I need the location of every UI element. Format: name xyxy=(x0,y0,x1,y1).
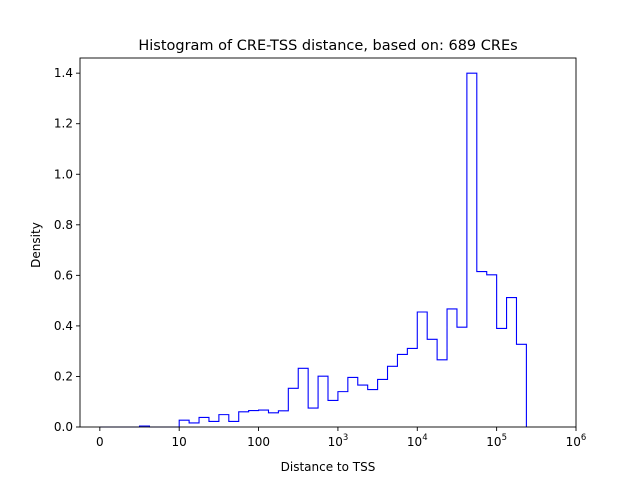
y-tick-label: 0.8 xyxy=(54,218,73,232)
y-tick-label: 0.6 xyxy=(54,268,73,282)
y-tick-label: 1.0 xyxy=(54,167,73,181)
x-tick-label: 103 xyxy=(328,433,349,449)
x-axis-ticks: 0 10 100 103 104 105 106 xyxy=(96,427,586,449)
y-tick-label: 0.4 xyxy=(54,319,73,333)
x-axis-label: Distance to TSS xyxy=(281,460,376,474)
y-axis-label: Density xyxy=(29,222,43,268)
histogram-step-line xyxy=(99,72,527,428)
y-tick-label: 1.4 xyxy=(54,66,73,80)
x-tick-label: 104 xyxy=(407,433,428,449)
chart-title: Histogram of CRE-TSS distance, based on:… xyxy=(138,38,517,54)
x-tick-label: 105 xyxy=(486,433,507,449)
y-axis-ticks: 0.0 0.2 0.4 0.6 0.8 1.0 1.2 1.4 xyxy=(54,66,80,434)
y-tick-label: 1.2 xyxy=(54,117,73,131)
x-tick-label: 0 xyxy=(96,435,104,449)
y-tick-label: 0.0 xyxy=(54,420,73,434)
plot-area xyxy=(79,57,577,428)
x-tick-label: 10 xyxy=(172,435,187,449)
x-tick-label: 100 xyxy=(247,435,270,449)
y-tick-label: 0.2 xyxy=(54,369,73,383)
axes-frame xyxy=(79,57,577,428)
x-tick-label: 106 xyxy=(566,433,587,449)
